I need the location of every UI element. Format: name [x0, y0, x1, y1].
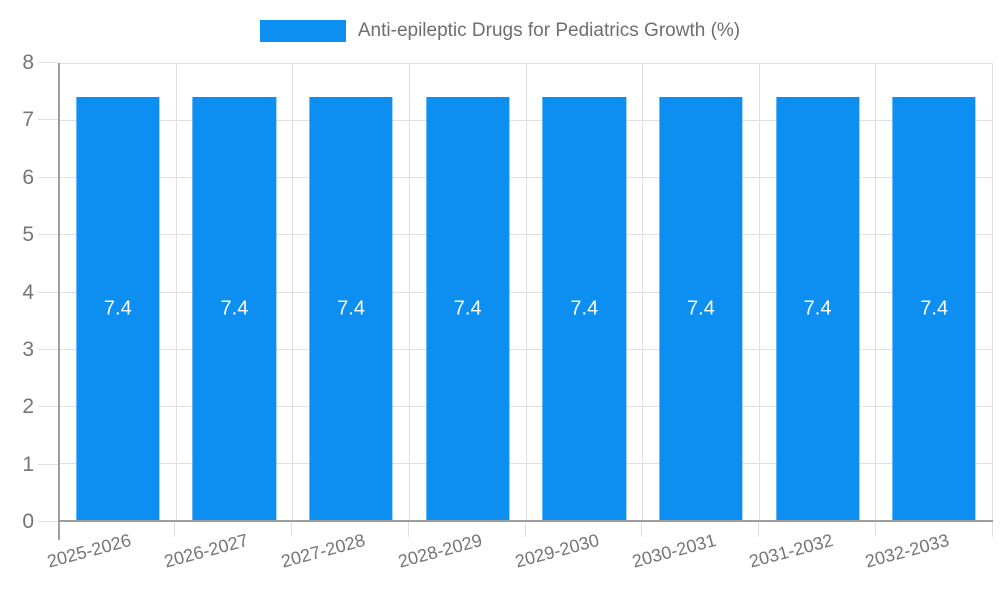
- bar-value-label: 7.4: [920, 297, 949, 320]
- y-axis-labels: 0 1 2 3 4 5 6 7 8: [0, 51, 34, 533]
- x-axis-ticks: [58, 522, 993, 540]
- x-tick-label: 2025-2026: [45, 530, 134, 572]
- category-cell: 7.4: [643, 63, 760, 520]
- x-tick-mark: [641, 522, 643, 537]
- y-tick-mark: [38, 291, 58, 293]
- bar-value-label: 7.4: [570, 297, 599, 320]
- h-gridline: [60, 462, 993, 464]
- bar[interactable]: 7.4: [892, 97, 976, 520]
- x-tick-mark: [758, 522, 760, 537]
- x-tick-mark: [173, 522, 175, 537]
- y-tick-mark: [38, 62, 58, 63]
- bar[interactable]: 7.4: [659, 97, 743, 520]
- y-tick-label: 8: [22, 51, 34, 74]
- h-gridline: [60, 291, 993, 293]
- bar[interactable]: 7.4: [775, 97, 860, 520]
- category-cell: 7.4: [60, 63, 177, 520]
- x-axis-labels: 2025-2026 2026-2027 2027-2028 2028-2029 2029…: [45, 530, 993, 596]
- y-tick-label: 1: [22, 452, 34, 476]
- category-cell: 7.4: [293, 63, 410, 520]
- x-tick-label: 2026-2027: [162, 530, 251, 572]
- h-gridline: [60, 234, 993, 236]
- bar-value-label: 7.4: [687, 297, 715, 320]
- y-axis-ticks: [38, 62, 58, 522]
- y-tick-label: 7: [22, 108, 34, 132]
- legend-swatch[interactable]: [259, 20, 346, 42]
- y-tick-label: 0: [22, 510, 34, 533]
- x-tick-mark: [992, 522, 993, 537]
- bar[interactable]: 7.4: [192, 97, 277, 520]
- bar-value-label: 7.4: [337, 297, 365, 320]
- h-gridline: [60, 348, 993, 350]
- bar[interactable]: 7.4: [76, 97, 160, 520]
- category-cells: 7.4 7.4 7.4 7.4 7.4 7.4 7.4 7.4: [60, 63, 993, 520]
- category-cell: 7.4: [760, 63, 877, 520]
- category-cell: 7.4: [177, 63, 294, 520]
- bar[interactable]: 7.4: [309, 97, 393, 520]
- y-tick-mark: [38, 521, 58, 522]
- plot-area: 7.4 7.4 7.4 7.4 7.4 7.4 7.4 7.4: [58, 63, 993, 522]
- legend: Anti-epileptic Drugs for Pediatrics Grow…: [0, 20, 1000, 42]
- bar-value-label: 7.4: [103, 297, 132, 320]
- y-axis-line-extension: [58, 522, 60, 540]
- x-tick-mark: [875, 522, 877, 537]
- y-tick-label: 6: [22, 165, 34, 189]
- h-gridline: [60, 120, 993, 122]
- h-gridline: [60, 63, 993, 64]
- x-tick-label: 2028-2029: [395, 530, 485, 572]
- category-cell: 7.4: [410, 63, 527, 520]
- y-tick-mark: [38, 463, 58, 465]
- y-tick-mark: [38, 234, 58, 236]
- x-tick-mark: [524, 522, 526, 537]
- x-tick-label: 2029-2030: [512, 530, 602, 572]
- chart-title: Anti-epileptic Drugs for Pediatrics Grow…: [357, 20, 741, 41]
- category-cell: 7.4: [876, 63, 993, 520]
- bar[interactable]: 7.4: [542, 97, 626, 520]
- y-tick-mark: [38, 406, 58, 408]
- x-tick-mark: [290, 522, 292, 537]
- y-tick-label: 3: [22, 337, 34, 361]
- y-tick-label: 4: [22, 280, 34, 304]
- h-gridline: [60, 177, 993, 179]
- h-gridline: [60, 405, 993, 407]
- bar-value-label: 7.4: [220, 297, 249, 320]
- bar-value-label: 7.4: [453, 297, 482, 320]
- bar[interactable]: 7.4: [426, 97, 510, 520]
- x-tick-label: 2027-2028: [279, 530, 368, 572]
- y-tick-mark: [38, 119, 58, 121]
- bar-value-label: 7.4: [803, 297, 832, 320]
- x-tick-label: 2031-2032: [746, 530, 835, 572]
- x-tick-label: 2032-2033: [863, 530, 952, 572]
- y-tick-mark: [38, 176, 58, 178]
- x-tick-label: 2030-2031: [629, 530, 718, 572]
- y-tick-mark: [38, 348, 58, 350]
- category-cell: 7.4: [527, 63, 644, 520]
- y-tick-label: 2: [22, 395, 34, 419]
- x-tick-mark: [407, 522, 409, 537]
- y-tick-label: 5: [22, 223, 34, 247]
